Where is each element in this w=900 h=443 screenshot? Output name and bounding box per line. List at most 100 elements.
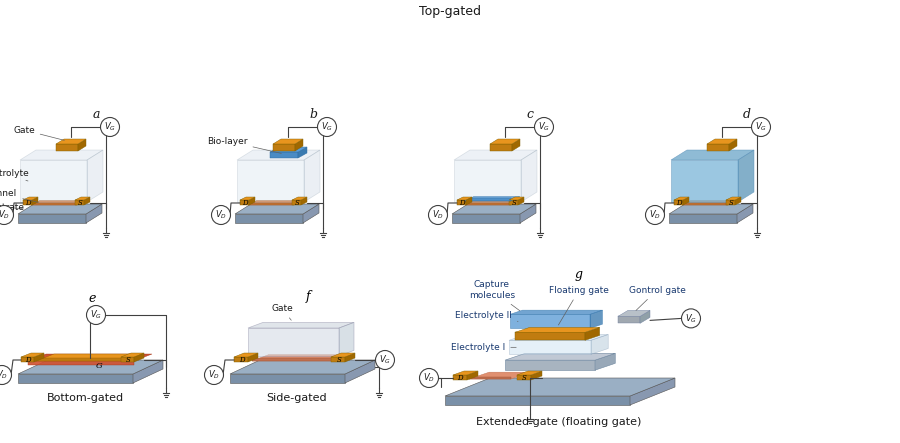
Text: c: c [526, 108, 534, 120]
Text: D: D [242, 199, 248, 207]
Text: $V_G$: $V_G$ [755, 121, 767, 133]
Polygon shape [273, 144, 295, 151]
Polygon shape [505, 360, 595, 370]
Polygon shape [453, 375, 467, 380]
Text: Electrolyte I: Electrolyte I [451, 343, 517, 352]
Polygon shape [237, 150, 320, 160]
Polygon shape [669, 204, 753, 214]
Circle shape [375, 350, 394, 369]
Polygon shape [21, 357, 34, 362]
Polygon shape [86, 204, 102, 223]
Polygon shape [248, 201, 302, 205]
Text: Electrolyte II: Electrolyte II [455, 311, 518, 321]
Circle shape [645, 206, 664, 225]
Text: $V_G$: $V_G$ [379, 354, 391, 366]
Text: S: S [511, 199, 517, 207]
Polygon shape [531, 371, 542, 380]
Polygon shape [331, 357, 345, 362]
Text: g: g [575, 268, 583, 281]
Polygon shape [21, 353, 44, 357]
Polygon shape [520, 204, 536, 223]
Polygon shape [248, 353, 258, 362]
Text: $V_G$: $V_G$ [104, 121, 116, 133]
Polygon shape [457, 200, 466, 205]
Polygon shape [453, 371, 478, 375]
Polygon shape [671, 160, 738, 202]
Polygon shape [303, 204, 319, 223]
Polygon shape [75, 197, 90, 200]
Polygon shape [23, 200, 32, 205]
Text: Channel: Channel [0, 189, 39, 202]
Polygon shape [591, 334, 608, 354]
Text: $V_G$: $V_G$ [538, 121, 550, 133]
Text: Extended gate (floating gate): Extended gate (floating gate) [476, 417, 642, 427]
Text: D: D [457, 374, 463, 382]
Polygon shape [295, 139, 303, 151]
Polygon shape [469, 372, 531, 379]
Polygon shape [84, 197, 90, 205]
Polygon shape [466, 197, 472, 205]
Text: D: D [459, 199, 464, 207]
Polygon shape [248, 203, 294, 205]
Polygon shape [595, 354, 616, 370]
Polygon shape [509, 197, 524, 200]
Polygon shape [20, 160, 87, 202]
Polygon shape [454, 160, 521, 202]
Text: $V_G$: $V_G$ [321, 121, 333, 133]
Text: $V_D$: $V_D$ [0, 369, 8, 381]
Text: Electrolyte: Electrolyte [0, 168, 29, 181]
Polygon shape [585, 327, 599, 340]
Polygon shape [23, 197, 38, 200]
Text: S: S [77, 199, 83, 207]
Text: D: D [25, 356, 31, 364]
Circle shape [86, 306, 105, 325]
Polygon shape [512, 139, 520, 151]
Polygon shape [445, 378, 675, 396]
Polygon shape [249, 197, 255, 205]
Polygon shape [230, 360, 375, 374]
Polygon shape [452, 204, 536, 214]
Polygon shape [36, 358, 126, 361]
Polygon shape [674, 200, 683, 205]
Circle shape [212, 206, 230, 225]
Text: a: a [92, 108, 100, 120]
Polygon shape [235, 204, 319, 214]
Polygon shape [56, 144, 78, 151]
Polygon shape [517, 375, 531, 380]
Polygon shape [345, 360, 375, 383]
Polygon shape [738, 150, 754, 202]
Polygon shape [18, 360, 163, 374]
Polygon shape [345, 353, 355, 362]
Text: S: S [729, 199, 733, 207]
Polygon shape [28, 359, 134, 365]
Text: $V_D$: $V_D$ [423, 372, 435, 384]
Polygon shape [301, 197, 307, 205]
Polygon shape [230, 374, 345, 383]
Text: f: f [306, 290, 310, 303]
Circle shape [419, 369, 438, 388]
Text: Capture
molecules: Capture molecules [469, 280, 520, 311]
Polygon shape [515, 332, 585, 340]
Polygon shape [510, 315, 590, 328]
Polygon shape [445, 396, 630, 405]
Polygon shape [674, 197, 689, 200]
Polygon shape [707, 144, 729, 151]
Polygon shape [454, 150, 537, 160]
Polygon shape [252, 355, 352, 361]
Text: Side-gated: Side-gated [266, 393, 328, 403]
Circle shape [681, 309, 700, 328]
Text: Floating gate: Floating gate [549, 286, 609, 325]
Text: S: S [126, 356, 130, 364]
Polygon shape [510, 310, 602, 315]
Polygon shape [671, 150, 754, 160]
Text: Gontrol gate: Gontrol gate [628, 286, 686, 311]
Polygon shape [248, 328, 339, 356]
Polygon shape [292, 197, 307, 200]
Text: $V_D$: $V_D$ [0, 209, 10, 221]
Polygon shape [452, 214, 520, 223]
Polygon shape [270, 147, 307, 152]
Text: Bio-layer: Bio-layer [207, 136, 282, 153]
Polygon shape [87, 150, 103, 202]
Polygon shape [339, 323, 354, 356]
Text: Top-gated: Top-gated [419, 4, 481, 18]
